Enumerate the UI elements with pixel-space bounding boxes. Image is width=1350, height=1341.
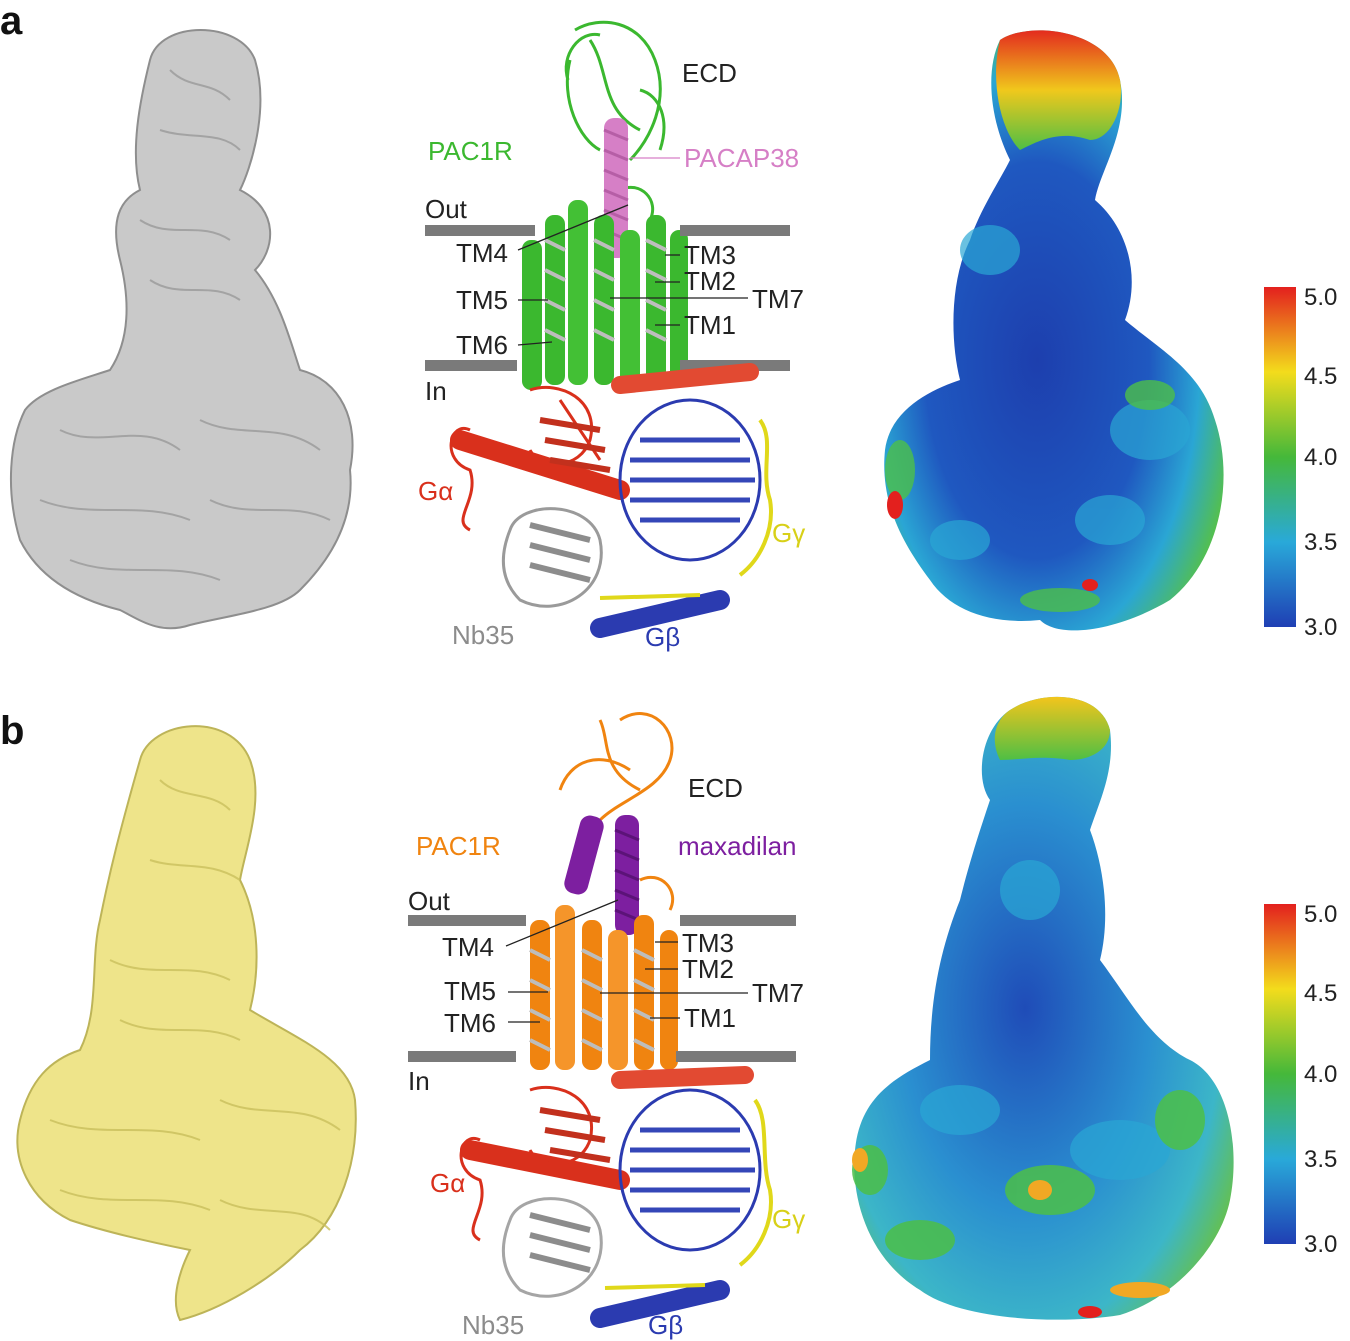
receptor-label-a: PAC1R (428, 136, 513, 166)
g-gamma-label-a: Gγ (772, 518, 805, 548)
tm5-label-b: TM5 (444, 976, 496, 1006)
tm2-label-b: TM2 (682, 954, 734, 984)
colorbar-tick-b-3: 3.5 (1304, 1146, 1337, 1173)
g-alpha-label-b: Gα (430, 1168, 465, 1198)
nanobody-b (501, 1197, 603, 1298)
tm7-label-a: TM7 (752, 284, 804, 314)
local-resolution-map-a (884, 30, 1224, 631)
panel-b: b (0, 696, 1337, 1340)
leader-lines-b (505, 899, 748, 1023)
g-gamma-label-b: Gγ (772, 1204, 805, 1234)
ribbon-model-a: ECD PAC1R PACAP38 Out In TM4 TM5 TM6 TM3… (418, 20, 805, 652)
density-map-b (16, 725, 357, 1322)
colorbar-tick-a-3: 3.5 (1304, 529, 1337, 556)
colorbar-tick-a-2: 4.0 (1304, 444, 1337, 471)
receptor-label-b: PAC1R (416, 831, 501, 861)
colorbar-a: 5.0 4.5 4.0 3.5 3.0 (1264, 284, 1337, 641)
ecd-region-b (558, 712, 675, 911)
nanobody-a (501, 507, 603, 608)
tm-helices-a (522, 200, 688, 390)
panel-letter-a: a (0, 0, 23, 43)
out-label-b: Out (408, 886, 451, 916)
tm4-label-b: TM4 (442, 932, 494, 962)
ecd-region-a (564, 20, 666, 221)
ligand-label-b: maxadilan (678, 831, 797, 861)
colorbar-tick-b-4: 3.0 (1304, 1231, 1337, 1258)
tm3-label-b: TM3 (682, 928, 734, 958)
g-beta-label-b: Gβ (648, 1310, 683, 1340)
colorbar-tick-b-2: 4.0 (1304, 1061, 1337, 1088)
g-beta-label-a: Gβ (645, 622, 680, 652)
tm1-label-b: TM1 (684, 1003, 736, 1033)
colorbar-tick-a-0: 5.0 (1304, 284, 1337, 311)
tm7-label-b: TM7 (752, 978, 804, 1008)
tm5-label-a: TM5 (456, 285, 508, 315)
panel-a: a (0, 0, 1337, 652)
tm-helices-b (529, 905, 678, 1070)
g-alpha-b (459, 1066, 754, 1242)
colorbar-tick-a-1: 4.5 (1304, 363, 1337, 390)
in-label-b: In (408, 1066, 430, 1096)
g-beta-b (590, 1088, 762, 1328)
colorbar-tick-b-1: 4.5 (1304, 980, 1337, 1007)
ligand-label-a: PACAP38 (684, 143, 799, 173)
tm3-label-a: TM3 (684, 240, 736, 270)
labels-b: ECD PAC1R maxadilan Out In TM4 TM5 TM6 T… (408, 773, 805, 1340)
tm6-label-a: TM6 (456, 330, 508, 360)
g-alpha-a (449, 363, 759, 532)
g-gamma-b (604, 1098, 773, 1290)
in-label-a: In (425, 376, 447, 406)
g-beta-a (590, 398, 762, 638)
ligand-helix-b (564, 815, 640, 935)
nanobody-label-a: Nb35 (452, 620, 514, 650)
ribbon-model-b: ECD PAC1R maxadilan Out In TM4 TM5 TM6 T… (408, 712, 805, 1340)
colorbar-tick-a-4: 3.0 (1304, 614, 1337, 641)
tm1-label-a: TM1 (684, 310, 736, 340)
nanobody-label-b: Nb35 (462, 1310, 524, 1340)
tm6-label-b: TM6 (444, 1008, 496, 1038)
panel-letter-b: b (0, 709, 24, 753)
colorbar-b: 5.0 4.5 4.0 3.5 3.0 (1264, 901, 1337, 1258)
tm2-label-a: TM2 (684, 266, 736, 296)
ecd-label-a: ECD (682, 58, 737, 88)
g-gamma-a (599, 418, 773, 600)
tm4-label-a: TM4 (456, 238, 508, 268)
colorbar-tick-b-0: 5.0 (1304, 901, 1337, 928)
labels-a: ECD PAC1R PACAP38 Out In TM4 TM5 TM6 TM3… (418, 58, 805, 652)
ecd-label-b: ECD (688, 773, 743, 803)
leader-lines-a (517, 157, 748, 346)
membrane-b (408, 915, 796, 1062)
out-label-a: Out (425, 194, 468, 224)
density-map-a (9, 29, 354, 630)
local-resolution-map-b (852, 696, 1234, 1320)
g-alpha-label-a: Gα (418, 476, 453, 506)
